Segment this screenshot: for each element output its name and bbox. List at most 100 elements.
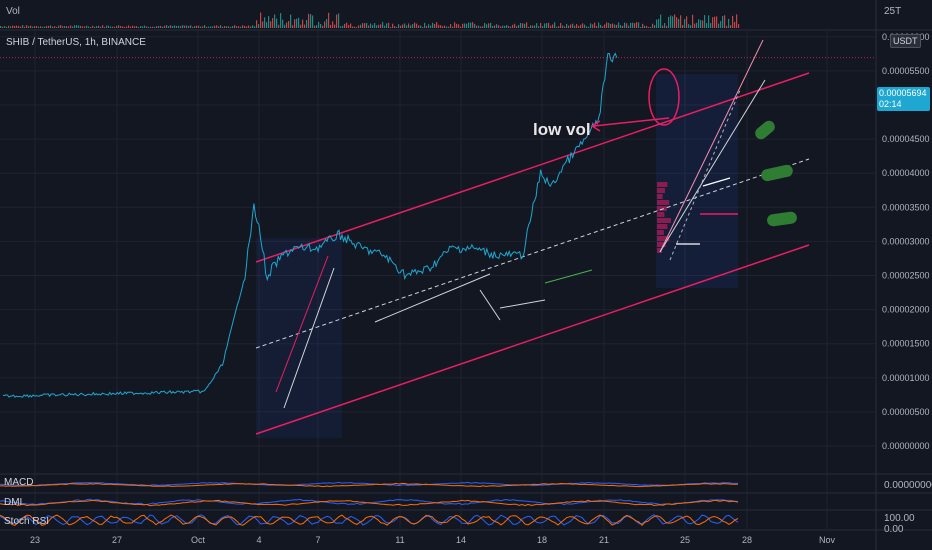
currency-badge[interactable]: USDT bbox=[890, 34, 921, 48]
volume-bar bbox=[502, 25, 504, 28]
volume-bars bbox=[0, 12, 740, 28]
volume-bar bbox=[286, 22, 288, 28]
volume-profile-box bbox=[656, 74, 738, 288]
volume-bar bbox=[674, 14, 676, 28]
volume-bar bbox=[514, 23, 516, 28]
y-tick-label: 0.00005500 bbox=[882, 66, 930, 76]
bar-countdown: 02:14 bbox=[879, 99, 902, 109]
volume-bar bbox=[18, 25, 20, 28]
projection-pill bbox=[761, 164, 793, 182]
volume-bar bbox=[392, 23, 394, 28]
volume-bar bbox=[182, 25, 184, 28]
volume-bar bbox=[168, 26, 170, 28]
symbol-title[interactable]: SHIB / TetherUS, 1h, BINANCE bbox=[6, 37, 146, 48]
volume-pane-label: Vol bbox=[6, 6, 20, 17]
volume-bar bbox=[622, 25, 624, 28]
x-tick-label: 4 bbox=[256, 535, 261, 545]
volume-profile-bar bbox=[657, 224, 668, 229]
volume-bar bbox=[706, 23, 708, 28]
volume-profile-box bbox=[256, 238, 342, 438]
volume-bar bbox=[564, 26, 566, 28]
volume-bar bbox=[72, 26, 74, 28]
volume-bar bbox=[268, 16, 270, 28]
volume-bar bbox=[100, 26, 102, 28]
volume-bar bbox=[166, 25, 168, 28]
volume-bar bbox=[258, 24, 260, 28]
last-price-badge: 0.00005694 02:14 bbox=[877, 87, 930, 111]
volume-bar bbox=[378, 24, 380, 28]
volume-bar bbox=[334, 24, 336, 28]
volume-bar bbox=[712, 17, 714, 28]
volume-bar bbox=[406, 25, 408, 28]
volume-bar bbox=[420, 25, 422, 28]
volume-bar bbox=[480, 26, 482, 28]
volume-bar bbox=[606, 22, 608, 28]
stoch-k-line bbox=[0, 514, 739, 526]
volume-bar bbox=[146, 26, 148, 28]
volume-bar bbox=[340, 26, 342, 28]
y-tick-label: 0.00001500 bbox=[882, 339, 930, 349]
volume-bar bbox=[638, 22, 640, 28]
volume-bar bbox=[380, 24, 382, 28]
volume-bar bbox=[658, 18, 660, 28]
stoch-rsi-indicator-label[interactable]: Stoch RSI bbox=[4, 516, 50, 527]
volume-bar bbox=[732, 15, 734, 28]
trend-line-dashed bbox=[669, 89, 741, 261]
volume-bar bbox=[490, 22, 492, 28]
volume-bar bbox=[394, 26, 396, 28]
macd-line bbox=[0, 481, 739, 487]
volume-bar bbox=[298, 17, 300, 28]
volume-bar bbox=[410, 25, 412, 28]
volume-bar bbox=[224, 26, 226, 28]
volume-bar bbox=[696, 22, 698, 28]
low-volume-annotation[interactable]: low vol bbox=[533, 120, 591, 139]
volume-bar bbox=[250, 26, 252, 28]
volume-bar bbox=[602, 26, 604, 28]
volume-profile-bar bbox=[657, 218, 671, 223]
volume-bar bbox=[134, 26, 136, 28]
volume-bar bbox=[382, 22, 384, 28]
volume-bar bbox=[720, 21, 722, 28]
volume-bar bbox=[282, 19, 284, 28]
volume-bar bbox=[216, 25, 218, 28]
volume-bar bbox=[630, 22, 632, 28]
macd-indicator-label[interactable]: MACD bbox=[4, 477, 34, 488]
volume-bar bbox=[690, 25, 692, 28]
volume-bar bbox=[152, 26, 154, 28]
trend-line-pink bbox=[659, 39, 764, 253]
volume-bar bbox=[618, 22, 620, 28]
volume-bar bbox=[314, 25, 316, 28]
volume-bar bbox=[688, 24, 690, 28]
annotation-arrowhead bbox=[590, 120, 601, 132]
volume-bar bbox=[730, 25, 732, 28]
volume-bar bbox=[164, 25, 166, 28]
volume-bar bbox=[180, 26, 182, 28]
volume-bar bbox=[252, 25, 254, 28]
annotation-arrow bbox=[593, 117, 670, 127]
macd-value: 0.00000000 bbox=[884, 480, 932, 491]
volume-bar bbox=[56, 26, 58, 28]
volume-bar bbox=[132, 25, 134, 28]
volume-bar bbox=[456, 23, 458, 28]
trend-line-pink bbox=[275, 255, 329, 393]
volume-bar bbox=[554, 22, 556, 28]
volume-bar bbox=[120, 26, 122, 28]
dmi-indicator-label[interactable]: DMI bbox=[4, 497, 23, 508]
volume-bar bbox=[726, 25, 728, 28]
volume-bar bbox=[360, 24, 362, 28]
volume-bar bbox=[238, 26, 240, 28]
volume-bar bbox=[484, 22, 486, 28]
volume-bar bbox=[496, 24, 498, 28]
volume-bar bbox=[148, 26, 150, 28]
volume-bar bbox=[422, 26, 424, 28]
volume-bar bbox=[444, 25, 446, 28]
volume-bar bbox=[34, 26, 36, 28]
volume-bar bbox=[668, 16, 670, 28]
trend-line-white bbox=[479, 289, 501, 321]
volume-bar bbox=[326, 19, 328, 28]
volume-bar bbox=[396, 26, 398, 28]
volume-bar bbox=[210, 26, 212, 28]
volume-bar bbox=[50, 25, 52, 28]
volume-bar bbox=[288, 21, 290, 28]
